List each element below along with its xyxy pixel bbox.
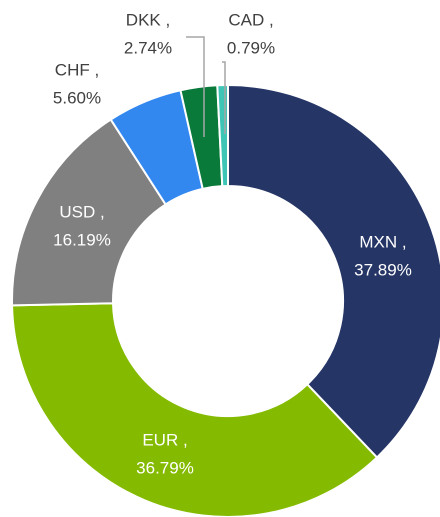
slice-category-label: USD , <box>59 202 104 221</box>
slice-value-label: 5.60% <box>53 88 101 107</box>
slice-value-label: 37.89% <box>354 260 412 279</box>
slice-value-label: 16.19% <box>53 230 111 249</box>
slice-category-label: MXN , <box>359 232 406 251</box>
slice-category-label: EUR , <box>142 430 187 449</box>
slice-category-label: CHF , <box>55 60 99 79</box>
slice-value-label: 2.74% <box>124 38 172 57</box>
slice-value-label: 36.79% <box>136 458 194 477</box>
slice-value-label: 0.79% <box>227 38 275 57</box>
leader-line <box>186 36 205 137</box>
donut-slice <box>11 302 379 517</box>
leader-line <box>222 61 226 134</box>
donut-slice <box>227 83 440 459</box>
slice-category-label: CAD , <box>228 10 273 29</box>
slice-category-label: DKK , <box>126 10 170 29</box>
donut <box>11 83 440 517</box>
